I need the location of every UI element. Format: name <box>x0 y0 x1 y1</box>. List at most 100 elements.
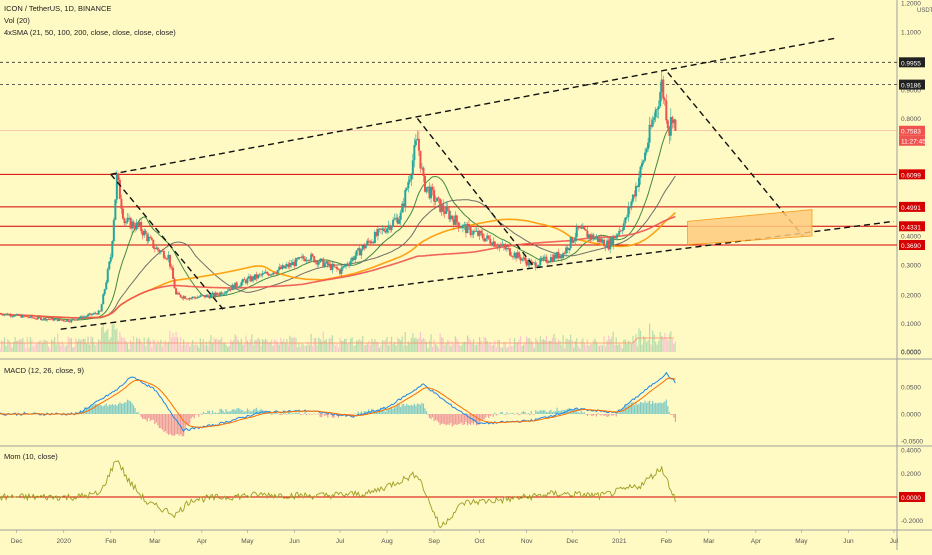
volume-bar <box>208 340 211 352</box>
candle-body <box>80 316 83 319</box>
macd-histogram-bar <box>501 412 503 414</box>
volume-bar <box>134 343 136 352</box>
candle-body <box>96 313 99 315</box>
macd-histogram-bar <box>280 414 282 416</box>
candle-body <box>217 294 220 296</box>
macd-histogram-bar <box>254 408 256 414</box>
candle-body <box>389 225 392 230</box>
volume-bar <box>524 342 526 352</box>
volume-bar <box>154 340 156 352</box>
volume-bar <box>307 342 309 352</box>
volume-bar <box>409 342 411 352</box>
candle-body <box>609 238 612 250</box>
volume-bar <box>454 336 456 352</box>
volume-bar <box>183 339 185 352</box>
volume-bar <box>471 343 473 352</box>
candle-body <box>179 294 182 298</box>
candle-body <box>489 238 492 244</box>
candle-body <box>528 259 531 266</box>
macd-histogram-bar <box>98 405 100 414</box>
candle-body <box>14 314 17 317</box>
macd-histogram-bar <box>216 413 218 414</box>
macd-histogram-bar <box>287 411 289 414</box>
candle-body <box>209 294 212 299</box>
macd-histogram-bar <box>319 414 321 418</box>
volume-bar <box>217 340 220 352</box>
candle-body <box>219 292 222 296</box>
volume-bar <box>231 341 233 352</box>
candle-body <box>26 316 29 318</box>
candle-body <box>216 292 219 295</box>
candle-body <box>416 138 419 141</box>
candle-body <box>176 292 179 295</box>
macd-histogram-bar <box>653 403 655 414</box>
candle-body <box>93 312 96 315</box>
macd-histogram-bar <box>618 410 620 414</box>
macd-histogram-bar <box>283 411 285 414</box>
volume-bar <box>173 337 176 352</box>
time-tick-label: Mar <box>703 538 715 545</box>
candle-body <box>637 177 640 187</box>
candle-body <box>90 313 93 315</box>
macd-histogram-bar <box>176 414 179 435</box>
signal-line <box>0 377 676 428</box>
candle-body <box>147 236 150 242</box>
candle-body <box>20 315 23 318</box>
macd-histogram-bar <box>82 409 85 414</box>
macd-histogram-bar <box>378 411 381 414</box>
macd-histogram-bar <box>207 410 209 414</box>
macd-histogram-bar <box>492 414 494 417</box>
volume-bar <box>630 343 632 352</box>
candle-body <box>648 124 651 143</box>
candle-body <box>464 224 467 234</box>
volume-bar <box>327 343 329 352</box>
volume-bar <box>11 347 13 352</box>
candle-body <box>411 160 414 175</box>
candle-body <box>519 257 522 261</box>
volume-bar <box>611 336 613 352</box>
volume-bar <box>69 338 71 352</box>
volume-bar <box>392 344 394 352</box>
macd-histogram-bar <box>113 405 115 414</box>
macd-histogram-bar <box>576 408 578 414</box>
candle-body <box>641 162 644 167</box>
candle-body <box>67 320 70 322</box>
volume-bar <box>494 340 496 352</box>
candle-body <box>153 248 156 250</box>
macd-histogram-bar <box>149 414 151 422</box>
volume-bar <box>37 342 39 352</box>
candle-body <box>156 247 159 250</box>
volume-bar <box>591 343 593 352</box>
macd-histogram-bar <box>673 414 675 418</box>
candle-body <box>161 250 164 252</box>
volume-bar <box>472 339 475 352</box>
candle-body <box>235 282 238 287</box>
volume-bar <box>324 340 326 352</box>
volume-bar <box>431 346 434 352</box>
volume-bar <box>456 338 458 352</box>
candle-body <box>382 228 385 231</box>
macd-histogram-bar <box>662 402 664 414</box>
volume-bar <box>345 338 347 352</box>
candle-body <box>237 286 240 288</box>
candle-body <box>65 320 68 322</box>
candle-body <box>660 79 663 93</box>
volume-bar <box>114 329 116 352</box>
volume-bar <box>460 345 463 352</box>
volume-bar <box>125 340 127 352</box>
candle-body <box>354 255 357 260</box>
macd-histogram-bar <box>111 403 113 414</box>
volume-bar <box>225 344 227 352</box>
macd-histogram-bar <box>357 411 359 414</box>
macd-histogram-bar <box>240 410 242 414</box>
candle-body <box>199 295 202 297</box>
candle-body <box>402 203 405 207</box>
candle-body <box>351 257 354 261</box>
volume-bar <box>123 338 126 352</box>
macd-histogram-bar <box>568 407 570 414</box>
candle-body <box>621 230 624 231</box>
macd-histogram-bar <box>193 414 195 419</box>
volume-bar <box>334 345 337 352</box>
volume-bar <box>348 342 350 352</box>
macd-histogram-bar <box>269 412 271 414</box>
